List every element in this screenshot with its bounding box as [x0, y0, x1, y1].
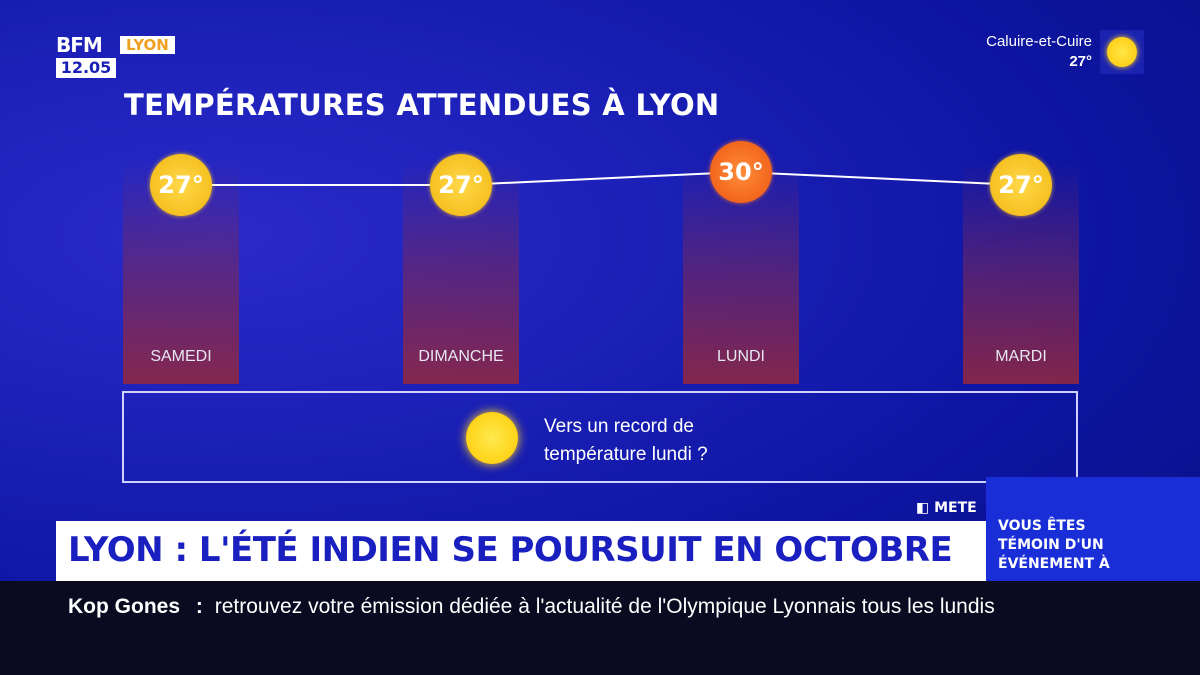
clock-time: 12.05 [56, 58, 116, 78]
source-tag: ◧ METE [916, 500, 977, 516]
promo-line-3: ÉVÉNEMENT À [998, 556, 1110, 572]
news-ticker: Kop Gones : retrouvez votre émission déd… [0, 581, 1200, 675]
ticker-separator: : [195, 595, 203, 618]
info-box: Vers un record de température lundi ? [122, 391, 1078, 483]
day-column-dimanche: DIMANCHE [403, 160, 519, 384]
sun-icon [466, 412, 518, 464]
logo-city: LYON [120, 36, 175, 54]
temp-badge-lundi: 30° [710, 141, 772, 203]
ticker-text: retrouvez votre émission dédiée à l'actu… [214, 595, 995, 618]
promo-line-1: VOUS ÊTES [998, 518, 1086, 534]
temp-badge-samedi: 27° [150, 154, 212, 216]
headline-bar: LYON : L'ÉTÉ INDIEN SE POURSUIT EN OCTOB… [56, 521, 986, 581]
weather-temp: 27° [1069, 53, 1092, 70]
promo-panel: VOUS ÊTES TÉMOIN D'UN ÉVÉNEMENT À [986, 477, 1200, 581]
info-line-1: Vers un record de [544, 416, 694, 437]
day-label: SAMEDI [150, 348, 212, 365]
current-weather: Caluire-et-Cuire 27° [986, 30, 1144, 74]
day-label: MARDI [995, 348, 1047, 365]
info-line-2: température lundi ? [544, 444, 708, 465]
chart-title: TEMPÉRATURES ATTENDUES À LYON [124, 88, 720, 122]
logo-brand: BFM [56, 33, 103, 57]
day-label: DIMANCHE [418, 348, 504, 365]
temp-badge-dimanche: 27° [430, 154, 492, 216]
headline-text: LYON : L'ÉTÉ INDIEN SE POURSUIT EN OCTOB… [68, 530, 953, 570]
sun-icon [1107, 37, 1137, 67]
day-label: LUNDI [716, 348, 765, 365]
ticker-show-name: Kop Gones [68, 595, 181, 618]
weather-location: Caluire-et-Cuire [986, 33, 1092, 50]
promo-line-2: TÉMOIN D'UN [998, 537, 1104, 553]
temp-badge-mardi: 27° [990, 154, 1052, 216]
